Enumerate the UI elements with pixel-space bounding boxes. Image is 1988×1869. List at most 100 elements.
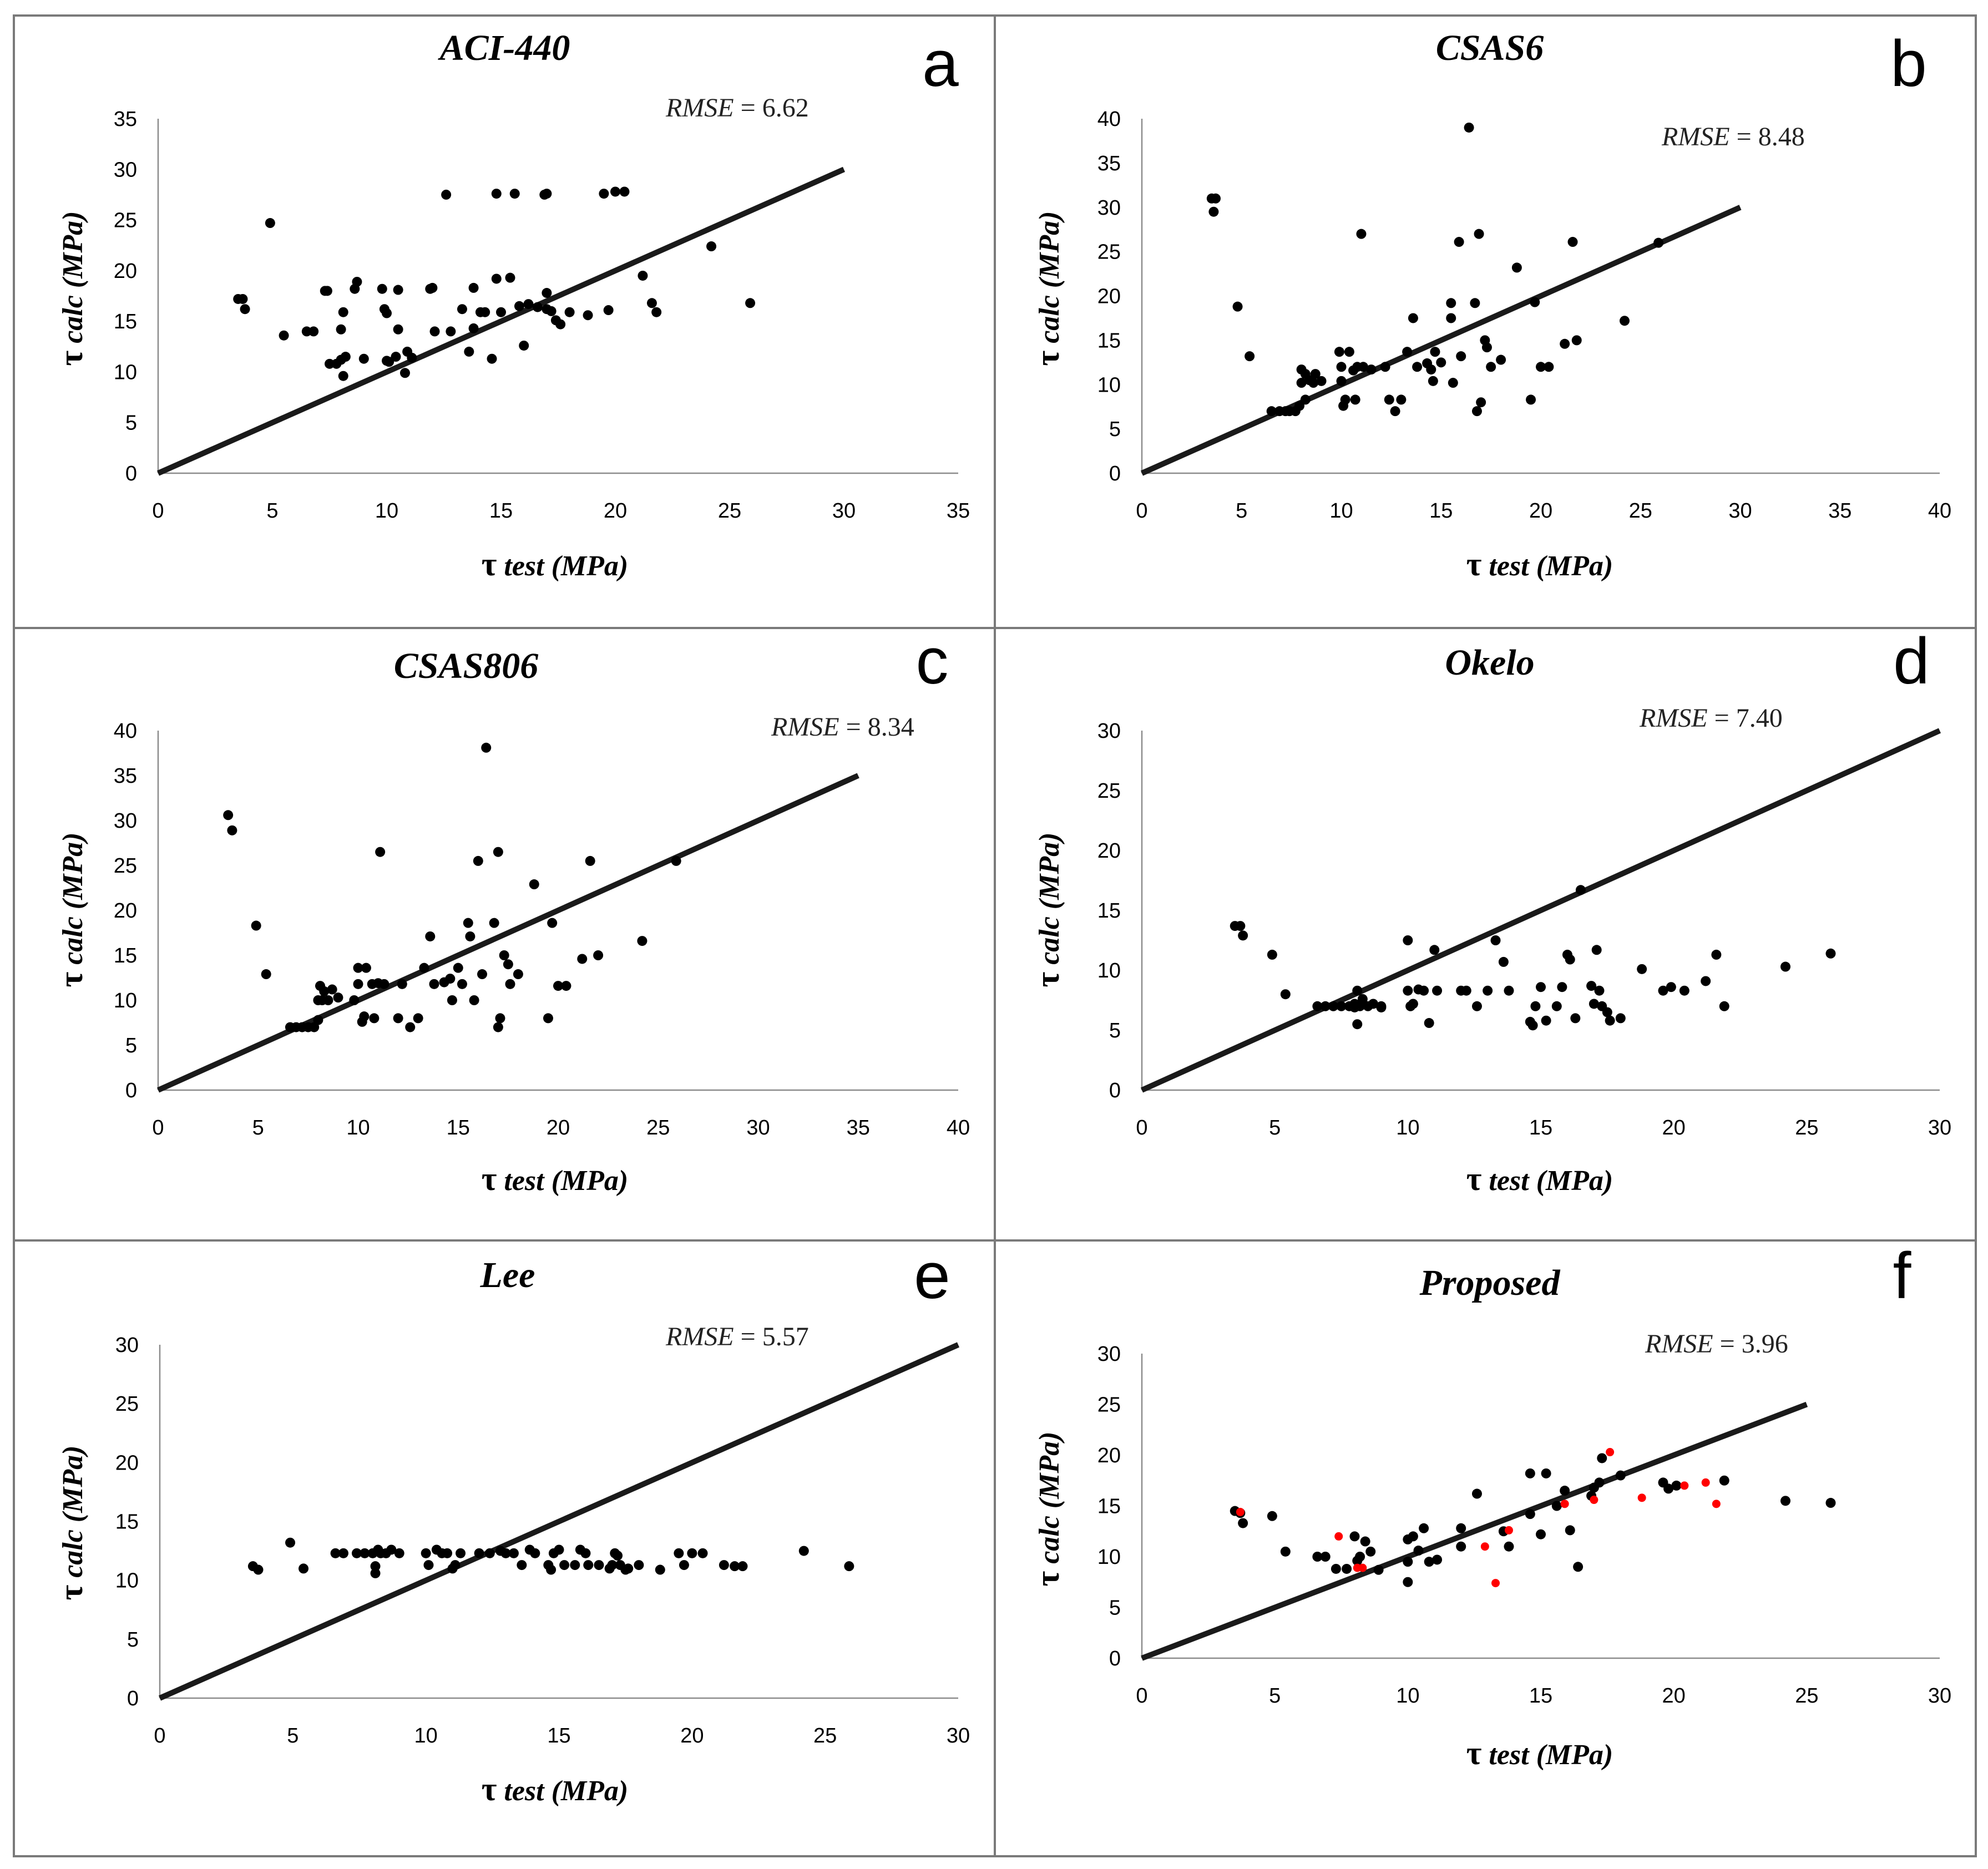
- rmse-annotation: RMSE = 7.40: [1639, 703, 1783, 733]
- x-tick-label: 5: [1236, 499, 1247, 523]
- y-tick-label: 25: [1097, 241, 1121, 264]
- y-axis-symbol: τ: [53, 972, 89, 987]
- y-tick-label: 5: [1109, 1019, 1121, 1042]
- y-tick-label: 5: [125, 412, 137, 435]
- data-point: [1334, 1532, 1343, 1541]
- x-tick-label: 5: [287, 1724, 299, 1748]
- data-point: [674, 1548, 684, 1558]
- y-tick-label: 35: [114, 764, 137, 788]
- data-point: [1238, 1518, 1248, 1528]
- x-axis-symbol: τ: [482, 1161, 497, 1197]
- panel-c: 0 5 10 15 20 25 30 35 40 0 5 10 15 20 25 30 35 40 CSAS806 c…: [13, 625, 996, 1242]
- data-point: [1701, 976, 1711, 986]
- data-point: [1511, 262, 1522, 273]
- data-point: [1504, 1541, 1514, 1552]
- data-point: [1300, 394, 1311, 405]
- rmse-label: RMSE: [1639, 703, 1708, 733]
- y-tick-label: 10: [1097, 1546, 1121, 1569]
- data-point: [425, 931, 436, 941]
- y-tick-label: 15: [1097, 899, 1121, 923]
- data-point: [407, 352, 417, 363]
- y-axis-label: calc (MPa): [57, 833, 89, 972]
- data-point: [1597, 1453, 1607, 1463]
- data-point: [474, 1548, 484, 1558]
- data-point: [1208, 206, 1219, 217]
- x-tick-label: 20: [680, 1724, 704, 1748]
- data-point: [397, 979, 407, 989]
- data-point: [308, 326, 319, 337]
- y-tick-label: 20: [1097, 1444, 1121, 1467]
- x-tick-label: 30: [1928, 1116, 1951, 1139]
- data-point: [1701, 1478, 1710, 1487]
- data-point: [1280, 989, 1291, 1000]
- data-point: [427, 282, 438, 293]
- data-point: [423, 1560, 434, 1571]
- data-point: [1658, 985, 1668, 996]
- y-axis-symbol: τ: [53, 1585, 89, 1600]
- data-point: [1464, 122, 1474, 133]
- x-tick-label: 15: [1529, 1684, 1552, 1708]
- series: [1230, 1453, 1836, 1587]
- data-point: [1454, 237, 1464, 247]
- data-point: [405, 1022, 416, 1032]
- data-point: [1408, 1531, 1418, 1542]
- data-point: [1594, 1477, 1605, 1488]
- data-point: [1671, 1480, 1682, 1491]
- data-point: [1544, 362, 1554, 372]
- data-point: [505, 979, 515, 989]
- data-point: [299, 1563, 309, 1574]
- data-point: [384, 357, 394, 367]
- data-point: [577, 954, 588, 964]
- data-point: [1560, 338, 1570, 349]
- panel-title: Lee: [480, 1255, 535, 1295]
- data-point: [745, 298, 756, 308]
- rmse-value: = 6.62: [734, 93, 809, 123]
- data-point: [554, 1544, 564, 1555]
- data-point: [1384, 394, 1394, 405]
- data-point: [706, 241, 717, 252]
- data-point: [603, 305, 614, 316]
- data-point: [532, 302, 543, 312]
- panel-f: 0 5 10 15 20 25 30 0 5 10 15 20 25 30 Proposed f RMSE = …: [994, 1239, 1977, 1857]
- data-point: [1527, 1020, 1538, 1031]
- y-tick-label: 30: [1097, 196, 1121, 220]
- data-point: [1436, 357, 1446, 368]
- data-point: [543, 1013, 553, 1024]
- data-point: [323, 995, 333, 1005]
- rmse-label: RMSE: [665, 1322, 734, 1351]
- reference-line: [1140, 205, 1742, 476]
- x-axis-title: τ test (MPa): [1466, 1161, 1613, 1197]
- data-point: [338, 371, 348, 381]
- x-axis-symbol: τ: [482, 1771, 497, 1807]
- data-point: [382, 308, 392, 318]
- data-point: [509, 189, 520, 199]
- panel-title: CSAS6: [1436, 28, 1544, 68]
- data-point: [1352, 985, 1363, 996]
- data-point: [530, 1548, 540, 1558]
- data-point: [1352, 1019, 1363, 1030]
- data-point: [251, 920, 261, 931]
- x-axis-title: τ test (MPa): [1466, 546, 1613, 583]
- data-point: [1560, 1500, 1569, 1508]
- data-point: [1267, 949, 1277, 960]
- rmse-value: = 8.48: [1730, 122, 1805, 151]
- data-point: [1637, 964, 1647, 974]
- x-tick-label: 15: [489, 499, 513, 523]
- series: [247, 1537, 854, 1578]
- data-point: [1280, 1546, 1291, 1557]
- data-point: [1245, 351, 1255, 362]
- data-point: [1471, 1488, 1482, 1499]
- y-tick-label: 20: [1097, 839, 1121, 863]
- x-tick-label: 30: [746, 1116, 770, 1139]
- x-axis-symbol: τ: [1466, 546, 1482, 583]
- x-tick-label: 20: [1529, 499, 1552, 523]
- data-point: [441, 189, 452, 200]
- y-tick-label: 15: [114, 944, 137, 968]
- data-point: [1267, 1511, 1277, 1521]
- data-point: [508, 1548, 519, 1558]
- y-tick-label: 30: [114, 158, 137, 181]
- reference-line: [156, 773, 859, 1093]
- data-point: [1413, 1546, 1424, 1556]
- data-point: [517, 1560, 527, 1571]
